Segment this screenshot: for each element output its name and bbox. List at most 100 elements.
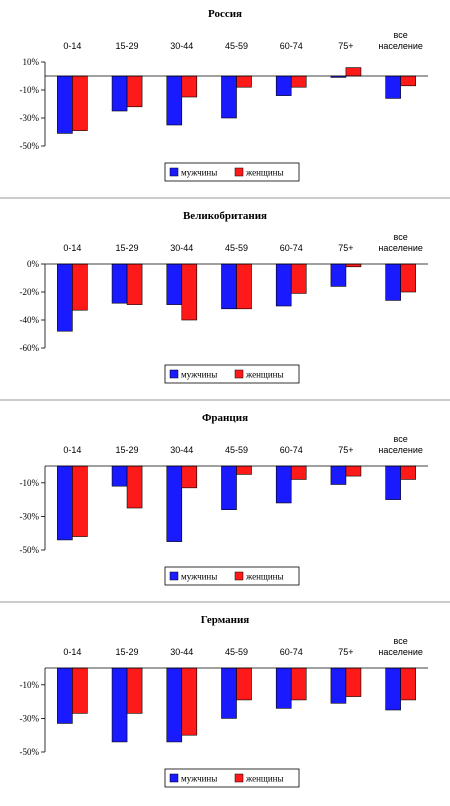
bar-men — [275, 263, 292, 307]
bar-women — [126, 75, 143, 108]
category-label: 30-44 — [170, 647, 193, 657]
chart-russia: Россия 0-14 15-29 30-44 45-59 60-74 75+ всенасе… — [0, 8, 450, 199]
category-label: все — [394, 434, 408, 444]
bar-men — [57, 667, 73, 724]
bar-women — [400, 667, 416, 701]
category-label: 15-29 — [116, 41, 139, 51]
bar-men — [221, 263, 237, 310]
category-label: 0-14 — [63, 445, 81, 455]
bar-women — [290, 465, 307, 480]
category-label: 60-74 — [280, 445, 303, 455]
chart-title: Великобритания — [183, 210, 267, 222]
legend-label-men: мужчины — [181, 774, 217, 784]
category-label: 0-14 — [63, 41, 81, 51]
legend-label-men: мужчины — [181, 370, 217, 380]
category-label: все — [394, 30, 408, 40]
chart-panel-uk: Великобритания 0-14 15-29 30-44 45-59 60-74 75… — [0, 202, 450, 402]
bar-women — [290, 667, 307, 701]
category-label: 0-14 — [63, 243, 81, 253]
bar-women — [400, 263, 416, 293]
chart-title: Россия — [208, 8, 242, 20]
bar-men — [330, 667, 347, 704]
bar-men — [111, 75, 128, 112]
bar-women — [400, 75, 416, 87]
bar-women — [290, 75, 307, 88]
bar-men — [57, 75, 73, 134]
legend-swatch-men — [169, 167, 179, 177]
category-label: 75+ — [338, 41, 353, 51]
bar-men — [385, 75, 401, 99]
category-label: 45-59 — [225, 647, 248, 657]
bar-women — [126, 263, 143, 305]
bar-women — [290, 263, 307, 294]
bar-men — [385, 667, 401, 711]
bar-women — [72, 667, 88, 714]
y-tick-label: -30% — [20, 113, 40, 123]
y-tick-label: -50% — [20, 747, 40, 757]
category-label: 60-74 — [280, 41, 303, 51]
category-label: 15-29 — [116, 243, 139, 253]
bar-women — [72, 75, 88, 131]
y-tick-label: -60% — [20, 343, 40, 353]
bar-men — [166, 667, 183, 743]
category-label: 75+ — [338, 647, 353, 657]
bar-men — [221, 667, 237, 719]
legend: мужчины женщины — [164, 162, 300, 182]
category-label: 45-59 — [225, 445, 248, 455]
chart-france: Франция 0-14 15-29 30-44 45-59 60-74 75+ всенас… — [0, 412, 450, 603]
bar-men — [275, 667, 292, 709]
legend-swatch-women — [234, 773, 244, 783]
bar-women — [345, 667, 362, 697]
legend-label-women: женщины — [245, 774, 284, 784]
legend-swatch-men — [169, 773, 179, 783]
bar-women — [345, 263, 362, 268]
bar-men — [330, 263, 347, 287]
category-label: все — [394, 636, 408, 646]
chart-panel-germany: Германия 0-14 15-29 30-44 45-59 60-74 75+ все на… — [0, 606, 450, 806]
y-tick-label: -10% — [20, 680, 40, 690]
y-tick-label: -10% — [20, 85, 40, 95]
bar-women — [236, 667, 252, 701]
legend-box — [164, 364, 300, 384]
y-tick-label: -30% — [20, 511, 40, 521]
chart-panel-france: Франция 0-14 15-29 30-44 45-59 60-74 75+ все нас… — [0, 404, 450, 604]
bar-women — [181, 263, 198, 321]
legend: мужчины женщины — [164, 364, 300, 384]
category-label: 15-29 — [116, 647, 139, 657]
bar-men — [330, 465, 347, 485]
chart-title: Германия — [201, 614, 250, 626]
legend: мужчины женщины — [164, 566, 300, 586]
category-label: население — [378, 445, 422, 455]
category-label: 75+ — [338, 445, 353, 455]
bar-men — [166, 465, 183, 542]
y-tick-label: -50% — [20, 545, 40, 555]
category-label: 30-44 — [170, 243, 193, 253]
bar-men — [385, 465, 401, 500]
bar-men — [111, 465, 128, 487]
y-tick-label: -40% — [20, 315, 40, 325]
category-label: 15-29 — [116, 445, 139, 455]
legend-swatch-men — [169, 571, 179, 581]
category-label: 45-59 — [225, 243, 248, 253]
bar-men — [221, 465, 237, 510]
bar-women — [236, 263, 252, 310]
bar-men — [111, 667, 128, 743]
bar-women — [181, 667, 198, 736]
bar-men — [57, 465, 73, 541]
category-label: население — [378, 41, 422, 51]
category-label: все — [394, 232, 408, 242]
y-tick-label: -10% — [20, 478, 40, 488]
legend-label-men: мужчины — [181, 168, 217, 178]
bar-women — [181, 75, 198, 98]
chart-uk: Великобритания 0-14 15-29 30-44 45-59 60-74 75… — [0, 210, 450, 401]
bar-men — [221, 75, 237, 119]
legend-swatch-women — [234, 369, 244, 379]
bar-men — [166, 263, 183, 305]
chart-panel-russia: Россия 0-14 15-29 30-44 45-59 60-74 75+ все насе… — [0, 0, 450, 200]
bar-women — [345, 67, 362, 77]
bar-women — [72, 465, 88, 537]
category-label: 75+ — [338, 243, 353, 253]
category-label: 60-74 — [280, 647, 303, 657]
category-label: население — [378, 647, 422, 657]
